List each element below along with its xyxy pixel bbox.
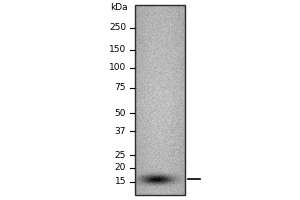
Text: 75: 75: [115, 84, 126, 92]
Text: 37: 37: [115, 127, 126, 136]
Text: 50: 50: [115, 108, 126, 117]
Text: kDa: kDa: [110, 3, 128, 12]
Text: 150: 150: [109, 46, 126, 54]
Text: 250: 250: [109, 23, 126, 32]
Text: 20: 20: [115, 164, 126, 172]
Text: 25: 25: [115, 150, 126, 160]
Text: 100: 100: [109, 64, 126, 72]
Text: 15: 15: [115, 178, 126, 186]
